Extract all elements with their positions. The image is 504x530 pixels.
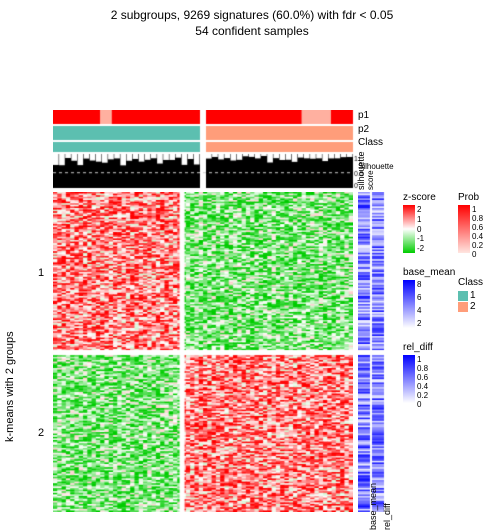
side-tracks: [358, 192, 386, 512]
annot-label-silscore: silhouette: [356, 151, 366, 190]
title: 2 subgroups, 9269 signatures (60.0%) wit…: [8, 8, 496, 22]
annotation-bars: [53, 110, 363, 190]
annot-label-p2: p2: [358, 124, 369, 135]
heatmap: [53, 192, 353, 512]
group-label-2: 2: [38, 427, 44, 439]
side-label-reldiff: rel_diff: [382, 503, 392, 530]
side-label-basemean: base_mean: [368, 483, 378, 530]
subtitle: 54 confident samples: [8, 24, 496, 38]
annot-label-p1: p1: [358, 110, 369, 121]
annot-label-score: score: [366, 170, 375, 190]
group-label-1: 1: [38, 267, 44, 279]
legend-reldiff: rel_diff10.80.60.40.20: [403, 342, 433, 403]
legend-prob: Prob10.80.60.40.20: [458, 192, 483, 253]
legend-basemean: base_mean8642: [403, 267, 455, 328]
legend-zscore: z-score210-1-2: [403, 192, 436, 253]
legend-class: Class12: [458, 277, 483, 312]
y-axis-label: k-means with 2 groups: [4, 331, 16, 442]
annot-label-class: Class: [358, 137, 383, 148]
